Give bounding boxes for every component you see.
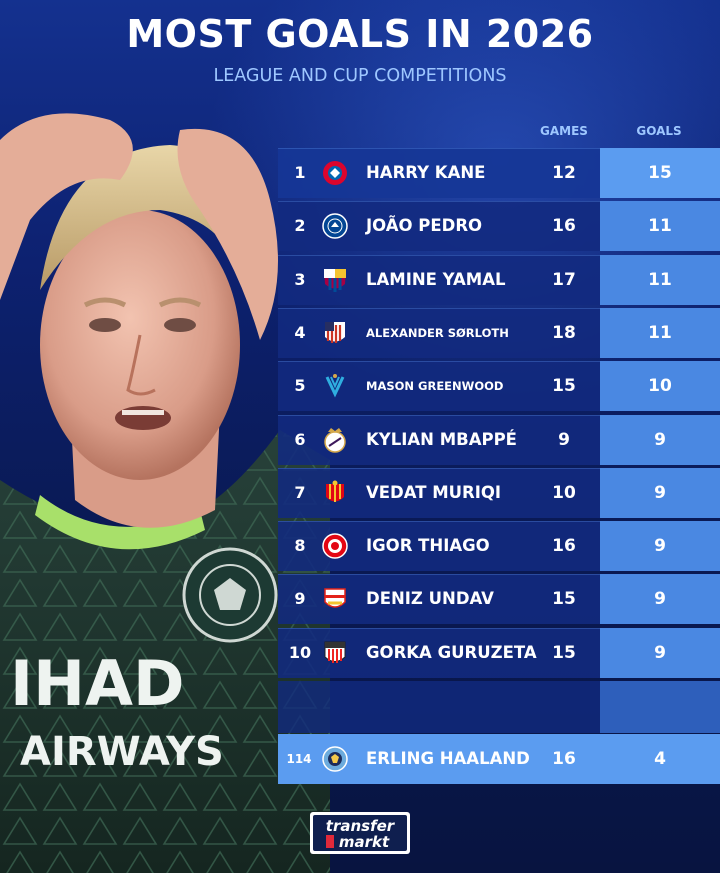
games-value: 16 [552, 216, 576, 237]
player-name: GORKA GURUZETA [366, 642, 537, 662]
table-gap-row [278, 681, 720, 733]
goals-value: 15 [648, 163, 672, 183]
goals-value: 11 [648, 269, 672, 290]
shirt-sponsor-bottom: AIRWAYS [20, 729, 224, 775]
goals-value: 9 [654, 429, 666, 450]
brentford-crest-icon [322, 533, 348, 559]
rank: 10 [288, 642, 312, 662]
goals-value: 9 [654, 536, 666, 557]
highlight-row: 114 ERLING HAALAND 16 4 [278, 734, 720, 784]
rank: 9 [294, 589, 306, 609]
goals-value: 11 [648, 322, 672, 343]
table-row: 8 IGOR THIAGO 16 9 [278, 521, 720, 572]
transfermarkt-logo: transfer markt [310, 812, 410, 854]
table-row: 10 GORKA GURUZETA 15 9 [278, 627, 720, 678]
mallorca-crest-icon [326, 480, 344, 502]
page-title: MOST GOALS IN 2026 [126, 12, 594, 56]
player-name: KYLIAN MBAPPÉ [366, 429, 517, 449]
real-madrid-crest-icon [324, 427, 346, 453]
shirt-sponsor-top: IHAD [10, 647, 184, 720]
player-name: HARRY KANE [366, 163, 486, 182]
rank: 3 [294, 269, 306, 289]
rank: 2 [294, 216, 306, 236]
goals-value: 10 [648, 376, 672, 397]
games-value: 15 [552, 589, 576, 610]
manchester-city-crest-icon [322, 746, 348, 772]
table-row: 5 MASON GREENWOOD 15 10 [278, 361, 720, 412]
athletic-bilbao-crest-icon [324, 641, 346, 663]
table-row: 9 DENIZ UNDAV 15 9 [278, 574, 720, 625]
atletico-madrid-crest-icon [325, 321, 345, 343]
goals-value: 4 [654, 749, 666, 769]
goals-value: 9 [654, 589, 666, 610]
games-value: 18 [552, 322, 576, 343]
games-value: 15 [552, 376, 576, 397]
games-value: 10 [552, 482, 576, 503]
goals-value: 11 [648, 216, 672, 237]
marseille-crest-icon [325, 374, 345, 398]
goals-value: 9 [654, 482, 666, 503]
games-value: 12 [552, 163, 576, 183]
rank: 5 [294, 376, 306, 396]
player-photo: IHAD AIRWAYS [0, 113, 330, 873]
table-row: 7 VEDAT MURIQI 10 9 [278, 467, 720, 518]
rank: 7 [294, 482, 306, 502]
column-header-games: GAMES [540, 124, 588, 138]
games-value: 16 [552, 749, 576, 769]
rank: 1 [294, 163, 306, 182]
player-name: ERLING HAALAND [366, 749, 530, 768]
games-value: 16 [552, 536, 576, 557]
player-name: IGOR THIAGO [366, 536, 490, 556]
player-name: LAMINE YAMAL [366, 269, 506, 289]
player-name: VEDAT MURIQI [366, 482, 502, 502]
bayern-munich-crest-icon [323, 161, 347, 185]
stuttgart-crest-icon [324, 588, 346, 609]
table-row: 1 HARRY KANE 12 15 [278, 148, 720, 198]
table-row: 4 ALEXANDER SØRLOTH 18 11 [278, 307, 720, 358]
svg-text:markt: markt [339, 833, 390, 851]
rank: 114 [286, 752, 312, 766]
table-row: 6 KYLIAN MBAPPÉ 9 9 [278, 414, 720, 465]
goals-value: 9 [654, 642, 666, 663]
column-header-goals: GOALS [636, 124, 682, 138]
table-row: 2 JOÃO PEDRO 16 11 [278, 201, 720, 252]
player-name: JOÃO PEDRO [366, 216, 483, 236]
games-value: 15 [552, 642, 576, 663]
player-name: ALEXANDER SØRLOTH [366, 325, 509, 340]
games-value: 9 [558, 429, 570, 450]
chelsea-crest-icon [322, 213, 348, 240]
barcelona-crest-icon [324, 268, 346, 292]
svg-text:transfer: transfer [326, 817, 396, 835]
player-name: MASON GREENWOOD [366, 379, 504, 394]
goals-table: GAMES GOALS 1 HARRY KANE 12 15 2 JOÃO PEDRO 16… [278, 118, 720, 798]
table-row: 3 LAMINE YAMAL 17 11 [278, 254, 720, 305]
rank: 4 [294, 322, 306, 342]
rank: 8 [294, 536, 306, 556]
rank: 6 [294, 429, 306, 449]
games-value: 17 [552, 269, 576, 290]
player-name: DENIZ UNDAV [366, 589, 494, 609]
page-subtitle: LEAGUE AND CUP COMPETITIONS [213, 66, 507, 86]
